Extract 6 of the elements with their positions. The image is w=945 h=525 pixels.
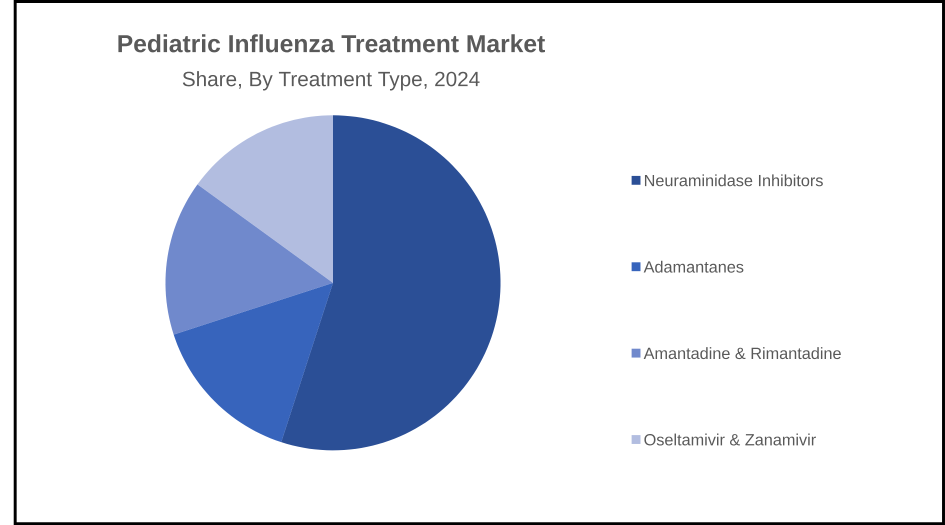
chart-title: Pediatric Influenza Treatment Market xyxy=(118,34,545,52)
legend-label: Neuraminidase Inhibitors xyxy=(644,174,823,186)
legend-label: Adamantanes xyxy=(644,260,744,273)
legend-label: Oseltamivir & Zanamivir xyxy=(644,433,816,446)
chart-subtitle: Share, By Treatment Type, 2024 xyxy=(182,71,480,90)
legend-label: Amantadine & Rimantadine xyxy=(644,347,841,359)
